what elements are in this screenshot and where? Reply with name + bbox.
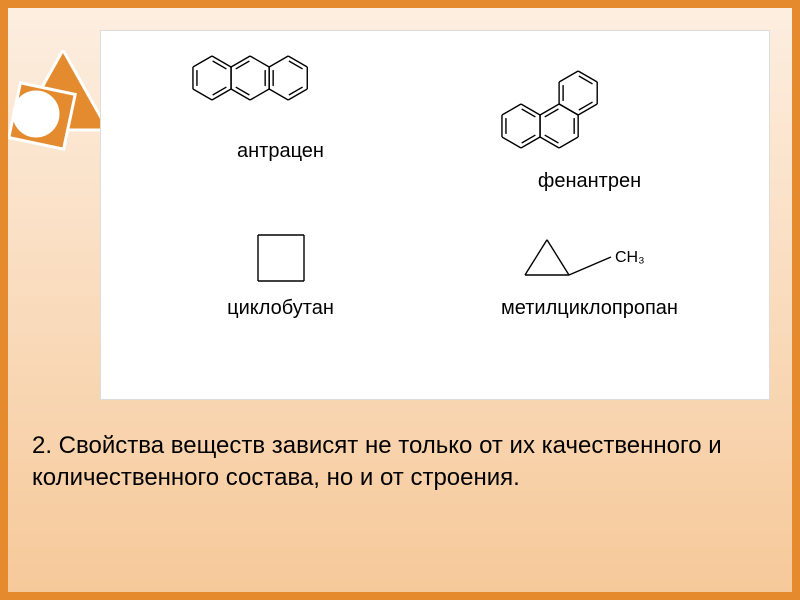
structure-methylcyclopropane: CH₃ метилциклопропан [435, 223, 744, 320]
svg-text:CH₃: CH₃ [615, 249, 645, 266]
structures-row-1: антрацен фенантрен [126, 46, 744, 193]
phenanthrene-label: фенантрен [538, 170, 641, 193]
slide: антрацен фенантрен циклобутан CH₃ метилц… [0, 0, 800, 600]
structures-row-2: циклобутан CH₃ метилциклопропан [126, 223, 744, 320]
body-text: 2. Свойства веществ зависят не только от… [32, 430, 768, 495]
anthracene-diagram [166, 46, 396, 136]
phenanthrene-diagram [475, 46, 705, 166]
anthracene-label: антрацен [237, 140, 324, 163]
structure-phenanthrene: фенантрен [435, 46, 744, 193]
structure-anthracene: антрацен [126, 46, 435, 193]
methylcyclopropane-diagram: CH₃ [490, 223, 690, 293]
structure-cyclobutane: циклобутан [126, 223, 435, 320]
structures-panel: антрацен фенантрен циклобутан CH₃ метилц… [100, 30, 770, 400]
methylcyclopropane-label: метилциклопропан [501, 297, 678, 320]
cyclobutane-label: циклобутан [227, 297, 334, 320]
cyclobutane-diagram [221, 223, 341, 293]
